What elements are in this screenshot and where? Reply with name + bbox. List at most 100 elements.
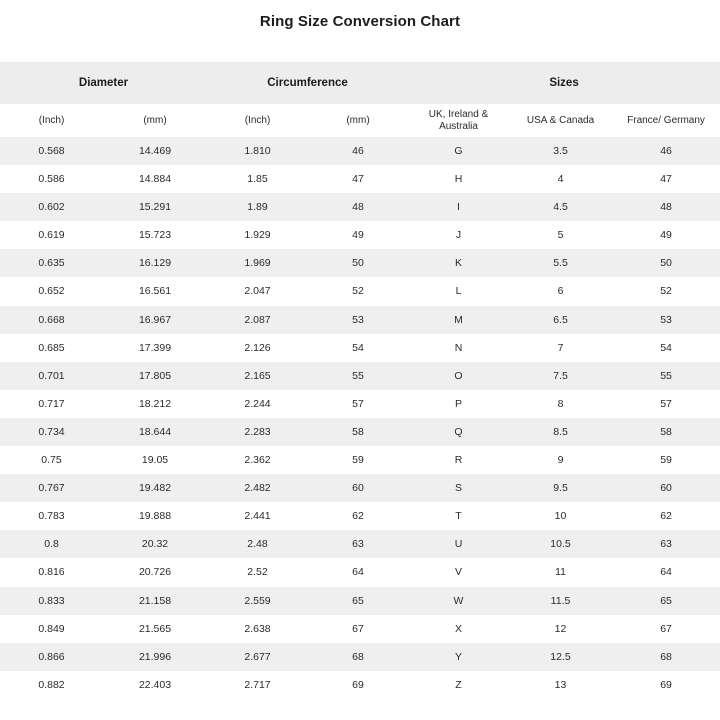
table-cell: 47 <box>352 173 364 186</box>
table-row: 0.668 16.967 2.087 53 M 6.5 53 <box>0 305 720 334</box>
table-cell: 46 <box>660 145 672 157</box>
table-row: 0.8 20.32 2.48 63 U 10.5 63 <box>0 530 720 559</box>
table-cell: 53 <box>352 313 364 326</box>
column-header-5: USA & Canada <box>526 114 595 126</box>
table-cell: 8 <box>557 397 564 410</box>
table-cell: Y <box>455 650 463 663</box>
table-row: 0.619 15.723 1.929 49 J 5 49 <box>0 221 720 250</box>
table-cell: 17.399 <box>138 341 172 354</box>
table-cell: 0.717 <box>38 397 65 410</box>
group-header-diameter: Diameter <box>78 77 129 89</box>
table-row: 0.717 18.212 2.244 57 P 8 57 <box>0 389 720 418</box>
ring-size-conversion-table: Diameter Circumference Sizes (Inch) (mm) (In… <box>0 62 720 699</box>
table-cell: 65 <box>352 594 364 607</box>
table-cell: 19.482 <box>138 482 172 495</box>
table-cell: 17.805 <box>138 369 172 382</box>
table-cell: 57 <box>352 397 364 410</box>
table-cell: 64 <box>660 566 672 579</box>
table-cell: 65 <box>660 594 672 607</box>
table-cell: 55 <box>660 369 672 382</box>
table-cell: L <box>455 285 462 298</box>
table-cell: 0.619 <box>38 229 65 242</box>
table-cell: K <box>455 257 463 270</box>
table-cell: 15.291 <box>138 201 172 214</box>
table-cell: 12.5 <box>550 650 571 663</box>
table-cell: 2.362 <box>244 454 271 467</box>
table-cell: G <box>454 145 463 157</box>
table-cell: T <box>455 510 462 523</box>
table-body: 0.568 14.469 1.810 46 G 3.5 46 0.586 14.884 1.85 4… <box>0 137 720 699</box>
table-cell: X <box>455 622 463 635</box>
table-cell: 0.882 <box>38 678 65 691</box>
table-cell: R <box>454 454 463 467</box>
table-cell: 0.866 <box>38 650 65 663</box>
table-cell: 4.5 <box>553 201 568 214</box>
table-cell: 20.726 <box>138 566 172 579</box>
table-row: 0.833 21.158 2.559 65 W 11.5 65 <box>0 586 720 615</box>
table-cell: 53 <box>660 313 672 326</box>
table-cell: 0.685 <box>38 341 65 354</box>
table-cell: 50 <box>352 257 364 270</box>
table-row: 0.866 21.996 2.677 68 Y 12.5 68 <box>0 642 720 671</box>
table-cell: 8.5 <box>553 425 568 438</box>
table-cell: 0.75 <box>41 454 62 467</box>
table-cell: W <box>453 594 464 607</box>
table-cell: 60 <box>352 482 364 495</box>
table-cell: 0.849 <box>38 622 65 635</box>
table-cell: I <box>457 201 460 214</box>
table-row: 0.602 15.291 1.89 48 I 4.5 48 <box>0 193 720 222</box>
table-cell: 5.5 <box>553 257 568 270</box>
table-column-header-row: (Inch) (mm) (Inch) (mm) UK, Ireland & Austra… <box>0 104 720 137</box>
table-row: 0.635 16.129 1.969 50 K 5.5 50 <box>0 249 720 278</box>
table-cell: 55 <box>352 369 364 382</box>
table-cell: 6.5 <box>553 313 568 326</box>
table-cell: 69 <box>352 678 364 691</box>
table-cell: 2.482 <box>244 482 271 495</box>
table-cell: 1.929 <box>244 229 271 242</box>
table-cell: 50 <box>660 257 672 270</box>
table-cell: 0.816 <box>38 566 65 579</box>
column-header-6: France/ Germany <box>627 114 705 126</box>
table-cell: 21.158 <box>138 594 172 607</box>
table-row: 0.75 19.05 2.362 59 R 9 59 <box>0 446 720 475</box>
table-cell: 1.810 <box>244 145 271 157</box>
table-cell: 2.283 <box>244 425 271 438</box>
table-cell: 16.129 <box>138 257 172 270</box>
table-cell: 54 <box>352 341 364 354</box>
table-cell: 3.5 <box>553 145 568 157</box>
column-header-1: (mm) <box>143 114 167 126</box>
column-header-4: UK, Ireland & Australia <box>428 108 489 132</box>
table-cell: 4 <box>557 173 564 186</box>
table-cell: V <box>455 566 463 579</box>
table-cell: 48 <box>352 201 364 214</box>
page-title: Ring Size Conversion Chart <box>259 13 461 30</box>
table-row: 0.685 17.399 2.126 54 N 7 54 <box>0 333 720 362</box>
table-cell: 12 <box>554 622 567 635</box>
table-cell: 14.884 <box>138 173 172 186</box>
table-cell: 2.244 <box>244 397 271 410</box>
table-cell: 0.668 <box>38 313 65 326</box>
table-cell: 0.783 <box>38 510 65 523</box>
table-cell: 10 <box>554 510 567 523</box>
table-cell: 58 <box>660 425 672 438</box>
table-cell: 7 <box>557 341 564 354</box>
table-cell: Q <box>454 425 463 438</box>
table-cell: Z <box>455 678 462 691</box>
table-cell: 60 <box>660 482 672 495</box>
table-row: 0.849 21.565 2.638 67 X 12 67 <box>0 614 720 643</box>
table-cell: 52 <box>352 285 364 298</box>
table-cell: 59 <box>352 454 364 467</box>
table-row: 0.586 14.884 1.85 47 H 4 47 <box>0 165 720 194</box>
table-cell: 69 <box>660 678 672 691</box>
group-header-sizes: Sizes <box>549 77 579 89</box>
table-cell: 2.047 <box>244 285 271 298</box>
group-header-circumference: Circumference <box>267 77 348 89</box>
column-header-2: (Inch) <box>244 114 271 126</box>
table-cell: 18.644 <box>138 425 172 438</box>
table-cell: 2.441 <box>244 510 271 523</box>
table-cell: 63 <box>660 538 672 551</box>
table-cell: 0.635 <box>38 257 65 270</box>
table-cell: 49 <box>660 229 672 242</box>
table-cell: O <box>454 369 463 382</box>
